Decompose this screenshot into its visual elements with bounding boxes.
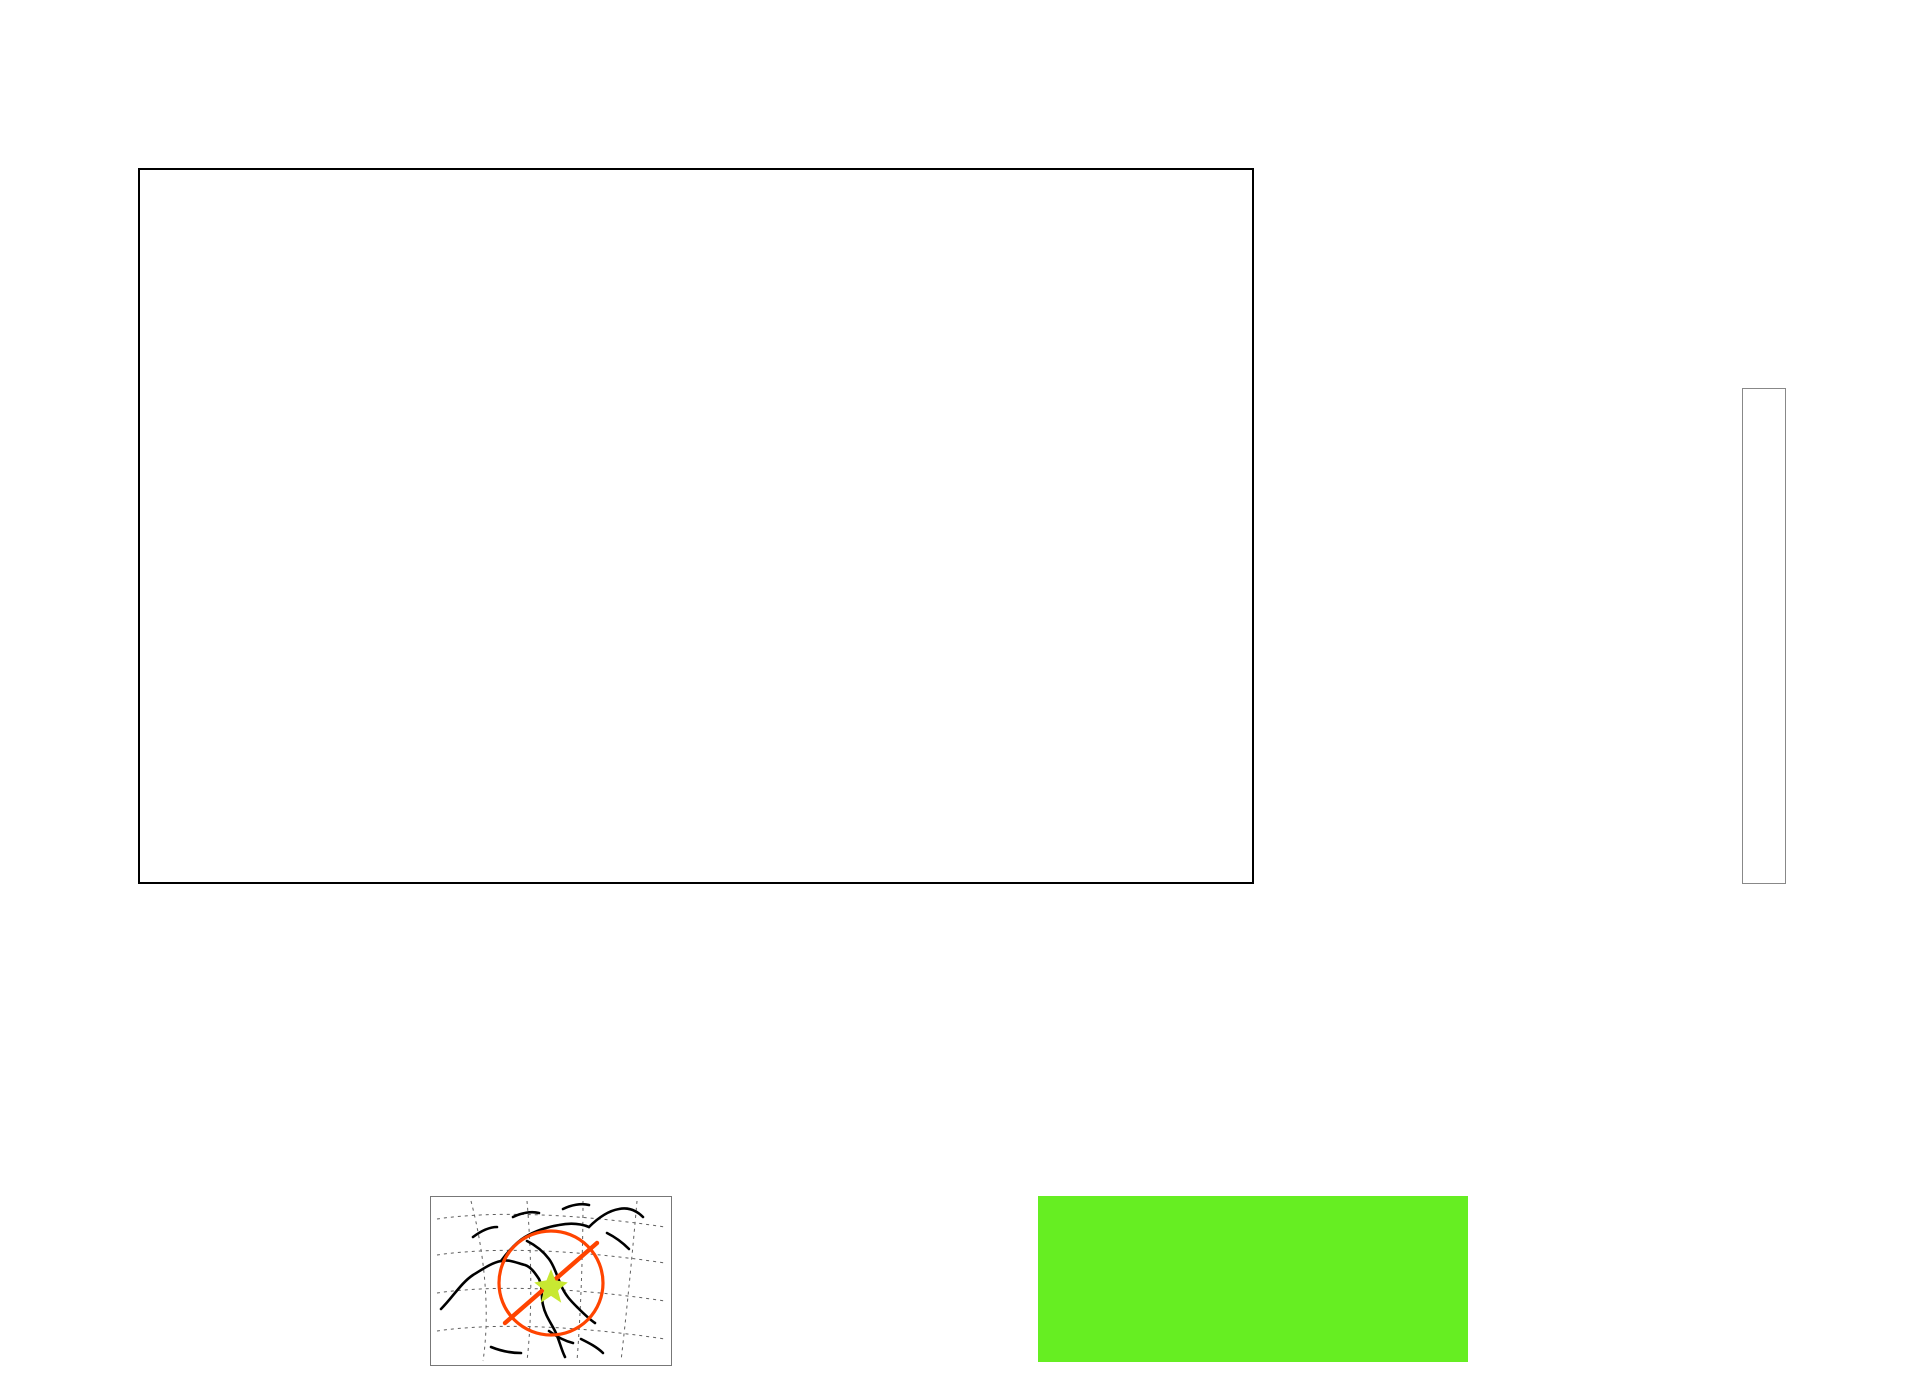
- plot-area: [138, 168, 1254, 884]
- contour-overlay: [138, 168, 1250, 880]
- cross-section-plot: [138, 168, 1254, 884]
- inset-map-svg: [436, 1200, 666, 1362]
- inset-location-map: [430, 1196, 672, 1366]
- co-field-canvas: [138, 168, 1250, 880]
- inset-range-circle: [497, 1229, 605, 1337]
- inset-station-star: [534, 1268, 568, 1303]
- legend-box: [1038, 1196, 1468, 1362]
- colorbar: [1742, 388, 1786, 884]
